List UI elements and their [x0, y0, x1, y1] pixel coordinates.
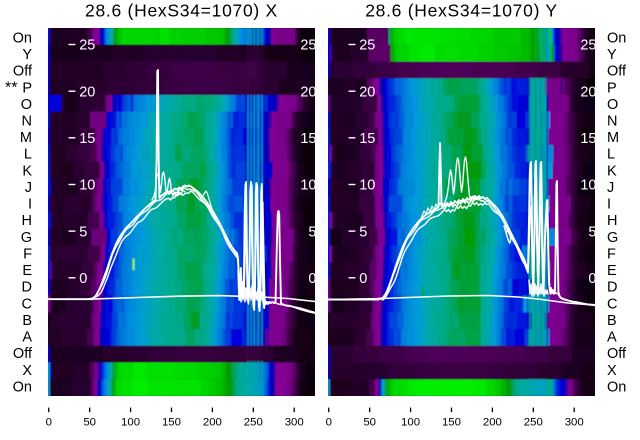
svg-text:**: **	[5, 80, 17, 97]
svg-text:0: 0	[359, 271, 367, 287]
svg-text:15: 15	[580, 131, 596, 147]
svg-text:20: 20	[79, 84, 95, 100]
svg-text:150: 150	[442, 416, 461, 428]
svg-text:F: F	[23, 246, 32, 262]
svg-text:Off: Off	[607, 64, 627, 80]
svg-text:200: 200	[483, 416, 502, 428]
svg-text:P: P	[22, 80, 32, 96]
svg-text:200: 200	[203, 416, 222, 428]
svg-text:C: C	[22, 296, 32, 312]
svg-text:J: J	[25, 180, 32, 196]
svg-text:10: 10	[580, 178, 596, 194]
svg-text:X: X	[607, 363, 617, 379]
svg-text:On: On	[13, 30, 32, 46]
svg-text:X: X	[22, 363, 32, 379]
svg-text:H: H	[22, 213, 32, 229]
svg-text:10: 10	[300, 178, 316, 194]
svg-text:100: 100	[121, 416, 140, 428]
svg-text:15: 15	[79, 131, 95, 147]
svg-text:H: H	[607, 213, 617, 229]
svg-text:D: D	[607, 280, 617, 296]
svg-text:50: 50	[363, 416, 376, 428]
svg-text:25: 25	[580, 38, 596, 54]
svg-text:28.6 (HexS34=1070) X: 28.6 (HexS34=1070) X	[85, 1, 278, 21]
svg-text:20: 20	[300, 84, 316, 100]
svg-text:20: 20	[580, 84, 596, 100]
svg-text:300: 300	[285, 416, 304, 428]
svg-text:0: 0	[588, 271, 596, 287]
svg-text:Y: Y	[607, 47, 617, 63]
svg-text:G: G	[607, 230, 618, 246]
svg-text:0: 0	[326, 416, 332, 428]
svg-text:15: 15	[300, 131, 316, 147]
svg-text:K: K	[22, 163, 32, 179]
svg-text:50: 50	[83, 416, 96, 428]
svg-text:0: 0	[79, 271, 87, 287]
svg-text:On: On	[607, 379, 626, 395]
svg-text:25: 25	[300, 38, 316, 54]
svg-text:Y: Y	[22, 47, 32, 63]
svg-text:25: 25	[359, 38, 375, 54]
svg-text:F: F	[607, 246, 616, 262]
svg-text:B: B	[22, 313, 32, 329]
svg-text:150: 150	[162, 416, 181, 428]
svg-text:15: 15	[359, 131, 375, 147]
svg-text:A: A	[22, 330, 32, 346]
svg-text:L: L	[607, 147, 615, 163]
svg-text:25: 25	[79, 38, 95, 54]
svg-text:Off: Off	[13, 64, 33, 80]
svg-text:N: N	[607, 114, 617, 130]
svg-text:D: D	[22, 280, 32, 296]
svg-text:E: E	[22, 263, 32, 279]
svg-text:O: O	[607, 97, 618, 113]
svg-text:0: 0	[46, 416, 52, 428]
svg-text:On: On	[13, 379, 32, 395]
svg-text:L: L	[24, 147, 32, 163]
svg-text:C: C	[607, 296, 617, 312]
svg-text:M: M	[20, 130, 32, 146]
svg-text:A: A	[607, 330, 617, 346]
svg-text:O: O	[21, 97, 32, 113]
svg-text:M: M	[607, 130, 619, 146]
svg-text:I: I	[28, 197, 32, 213]
svg-text:5: 5	[79, 224, 87, 240]
svg-text:250: 250	[244, 416, 263, 428]
svg-text:I: I	[607, 197, 611, 213]
svg-text:300: 300	[565, 416, 584, 428]
svg-text:10: 10	[359, 178, 375, 194]
svg-text:E: E	[607, 263, 617, 279]
svg-text:N: N	[22, 114, 32, 130]
svg-text:P: P	[607, 80, 617, 96]
svg-text:100: 100	[401, 416, 420, 428]
svg-text:10: 10	[79, 178, 95, 194]
svg-text:On: On	[607, 30, 626, 46]
svg-text:Off: Off	[13, 346, 33, 362]
svg-text:0: 0	[308, 271, 316, 287]
svg-text:28.6 (HexS34=1070) Y: 28.6 (HexS34=1070) Y	[365, 1, 558, 21]
svg-text:B: B	[607, 313, 617, 329]
svg-text:250: 250	[524, 416, 543, 428]
svg-text:K: K	[607, 163, 617, 179]
svg-text:Off: Off	[607, 346, 627, 362]
svg-text:G: G	[21, 230, 32, 246]
svg-text:J: J	[607, 180, 614, 196]
svg-text:5: 5	[308, 224, 316, 240]
svg-text:5: 5	[359, 224, 367, 240]
svg-text:5: 5	[588, 224, 596, 240]
svg-text:20: 20	[359, 84, 375, 100]
